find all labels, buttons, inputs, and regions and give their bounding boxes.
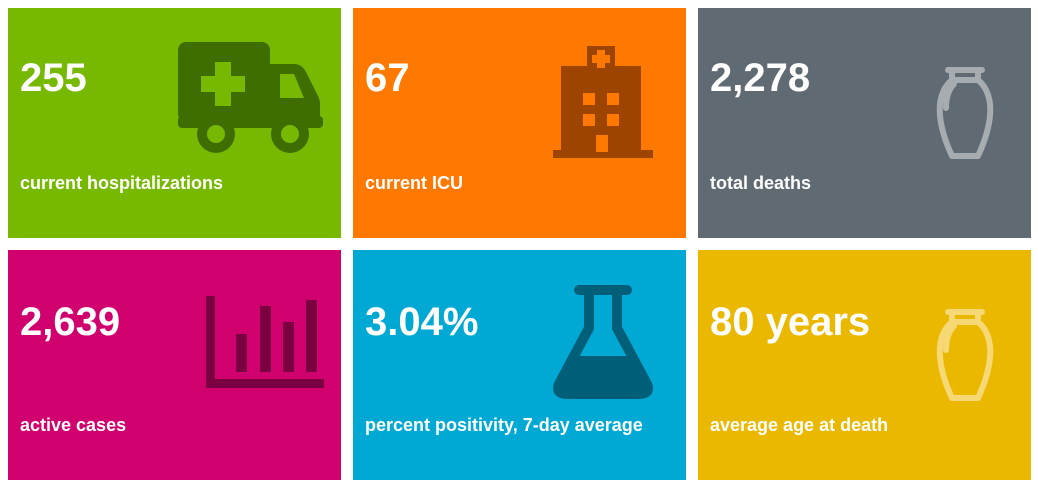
stat-tile-hospitalizations: 255 current hospitalizations [8, 8, 341, 238]
stat-tile-total-deaths: 2,278 total deaths [698, 8, 1031, 238]
stat-label: active cases [20, 415, 127, 435]
stat-label: percent positivity, 7-day average [365, 415, 643, 435]
urn-icon [934, 66, 996, 162]
bar-chart-icon [206, 296, 324, 388]
stat-label: total deaths [710, 173, 812, 193]
stat-value: 67 [365, 56, 410, 100]
stat-label: average age at death [710, 415, 889, 435]
ambulance-icon [178, 42, 323, 156]
stat-value: 3.04% [365, 300, 479, 344]
stat-tile-average-age: 80 years average age at death [698, 250, 1031, 480]
stat-value: 2,639 [20, 300, 121, 344]
stat-value: 255 [20, 56, 87, 100]
hospital-building-icon [553, 46, 653, 158]
stat-tile-active-cases: 2,639 active cases [8, 250, 341, 480]
urn-icon [934, 308, 996, 404]
stat-value: 2,278 [710, 56, 811, 100]
stat-label: current ICU [365, 173, 464, 193]
stat-tile-icu: 67 current ICU [353, 8, 686, 238]
stat-tile-percent-positivity: 3.04% percent positivity, 7-day average [353, 250, 686, 480]
flask-icon [553, 284, 653, 400]
stat-value: 80 years [710, 300, 871, 344]
stat-label: current hospitalizations [20, 173, 224, 193]
